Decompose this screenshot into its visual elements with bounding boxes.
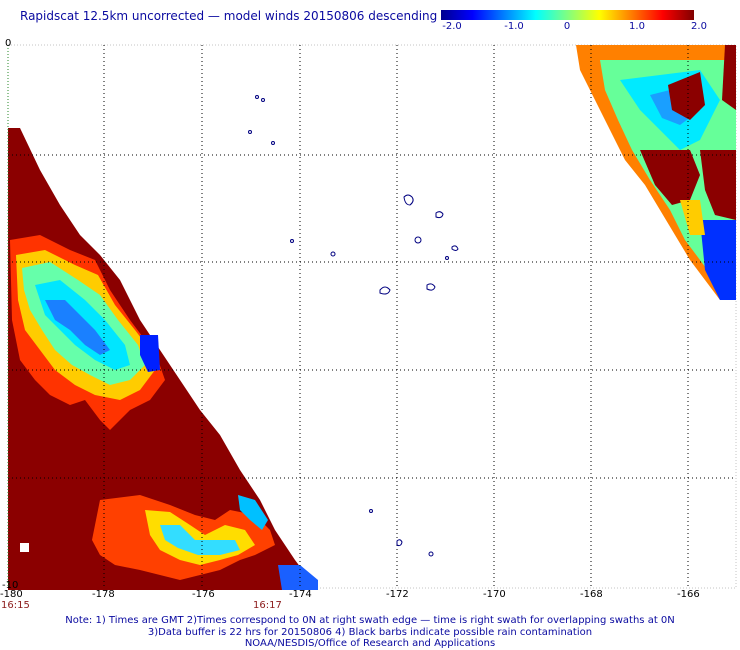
x-tick-label: -170 — [483, 589, 506, 600]
colorbar-label-neg1: -1.0 — [504, 21, 524, 32]
map-frame — [7, 44, 737, 589]
time-label-left: 16:15 — [1, 600, 30, 611]
y-axis-label-bottom: -10 — [2, 580, 19, 591]
colorbar-label-max: 2.0 — [691, 21, 707, 32]
map-grid — [8, 45, 736, 588]
map-title: Rapidscat 12.5km uncorrected — model win… — [20, 9, 438, 23]
colorbar — [441, 10, 694, 20]
x-tick-label: -176 — [192, 589, 215, 600]
footnote-line-1: Note: 1) Times are GMT 2)Times correspon… — [65, 615, 675, 626]
x-tick-label: -178 — [92, 589, 115, 600]
y-axis-label-top: 0 — [5, 38, 12, 49]
time-label-right: 16:17 — [253, 600, 282, 611]
footnotes: Note: 1) Times are GMT 2)Times correspon… — [0, 615, 740, 650]
colorbar-label-pos1: 1.0 — [629, 21, 645, 32]
swath-west — [8, 128, 318, 590]
x-tick-label: -180 — [0, 589, 23, 600]
x-tick-label: -166 — [677, 589, 700, 600]
swath-east — [576, 45, 736, 300]
x-tick-label: -172 — [386, 589, 409, 600]
island-outlines — [248, 95, 459, 557]
colorbar-label-zero: 0 — [563, 21, 571, 32]
footnote-line-3: NOAA/NESDIS/Office of Research and Appli… — [244, 638, 496, 649]
colorbar-label-min: -2.0 — [442, 21, 462, 32]
footnote-line-2: 3)Data buffer is 22 hrs for 20150806 4) … — [147, 626, 593, 638]
x-tick-label: -174 — [289, 589, 312, 600]
x-tick-label: -168 — [580, 589, 603, 600]
